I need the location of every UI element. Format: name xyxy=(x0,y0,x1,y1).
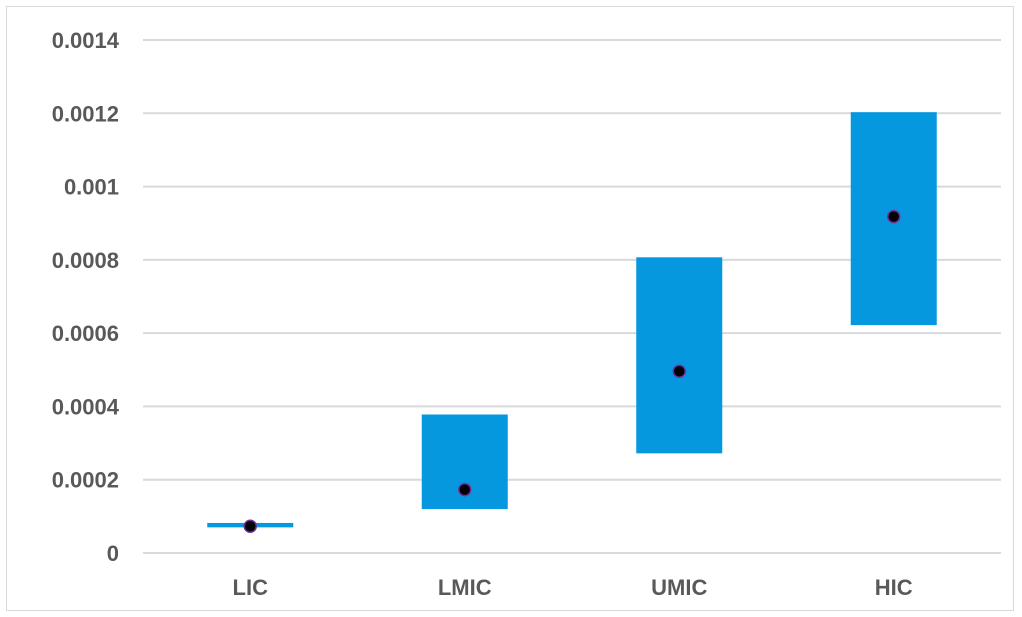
y-tick-label: 0 xyxy=(107,541,119,566)
x-tick-label: HIC xyxy=(875,575,913,600)
x-tick-label: LMIC xyxy=(438,575,492,600)
data-point xyxy=(672,364,686,379)
y-tick-label: 0.0002 xyxy=(52,468,119,493)
data-point xyxy=(458,482,472,497)
chart-frame xyxy=(6,6,1014,611)
x-tick-label: UMIC xyxy=(651,575,707,600)
y-tick-label: 0.0004 xyxy=(52,394,120,419)
y-tick-label: 0.0006 xyxy=(52,321,119,346)
y-tick-label: 0.0012 xyxy=(52,101,119,126)
data-point xyxy=(887,209,901,224)
range-bar xyxy=(636,257,723,454)
data-point xyxy=(243,519,257,534)
x-tick-label: LIC xyxy=(233,575,269,600)
y-tick-label: 0.0014 xyxy=(52,28,120,53)
y-tick-label: 0.001 xyxy=(64,175,119,200)
y-tick-label: 0.0008 xyxy=(52,248,119,273)
